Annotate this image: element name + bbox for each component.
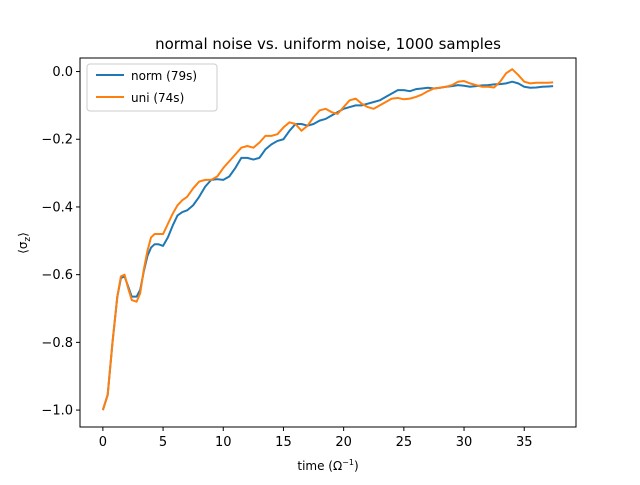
legend-label-norm: norm (79s) — [131, 69, 197, 83]
y-tick-label: 0.0 — [52, 65, 73, 80]
x-tick-label: 5 — [159, 435, 167, 450]
chart-title: normal noise vs. uniform noise, 1000 sam… — [155, 35, 501, 53]
y-axis-label-close: ⟩ — [16, 232, 30, 237]
x-axis-label-exponent: −1 — [342, 458, 354, 467]
x-axis-ticks: 0 5 10 15 20 25 30 35 — [99, 427, 533, 450]
series-layer — [101, 68, 554, 411]
x-axis-label-unit: Ω — [333, 459, 342, 473]
y-tick-label: −0.4 — [41, 200, 73, 215]
x-tick-label: 20 — [335, 435, 352, 450]
y-tick-label: −0.8 — [41, 336, 73, 351]
x-tick-label: 15 — [275, 435, 292, 450]
x-tick-label: 10 — [215, 435, 232, 450]
series-line-0 — [101, 80, 554, 411]
y-tick-label: −0.2 — [41, 133, 73, 148]
y-axis-ticks: 0.0 −0.2 −0.4 −0.6 −0.8 −1.0 — [41, 65, 80, 419]
x-axis-label: time (Ω−1) — [297, 458, 358, 473]
legend-label-uni: uni (74s) — [131, 91, 184, 105]
y-axis-label: ⟨σz⟩ — [16, 232, 33, 254]
x-axis-label-close: ) — [354, 459, 359, 473]
series-line-1 — [101, 68, 554, 411]
x-tick-label: 0 — [99, 435, 107, 450]
y-axis-label-open: ⟨σ — [16, 241, 30, 254]
x-tick-label: 25 — [396, 435, 413, 450]
x-tick-label: 35 — [516, 435, 533, 450]
x-tick-label: 30 — [456, 435, 473, 450]
y-tick-label: −1.0 — [41, 404, 73, 419]
x-axis-label-text: time ( — [297, 459, 333, 473]
legend: norm (79s) uni (74s) — [86, 63, 218, 112]
y-axis-label-subscript: z — [23, 237, 33, 242]
y-tick-label: −0.6 — [41, 268, 73, 283]
plot-area-frame — [79, 57, 577, 428]
